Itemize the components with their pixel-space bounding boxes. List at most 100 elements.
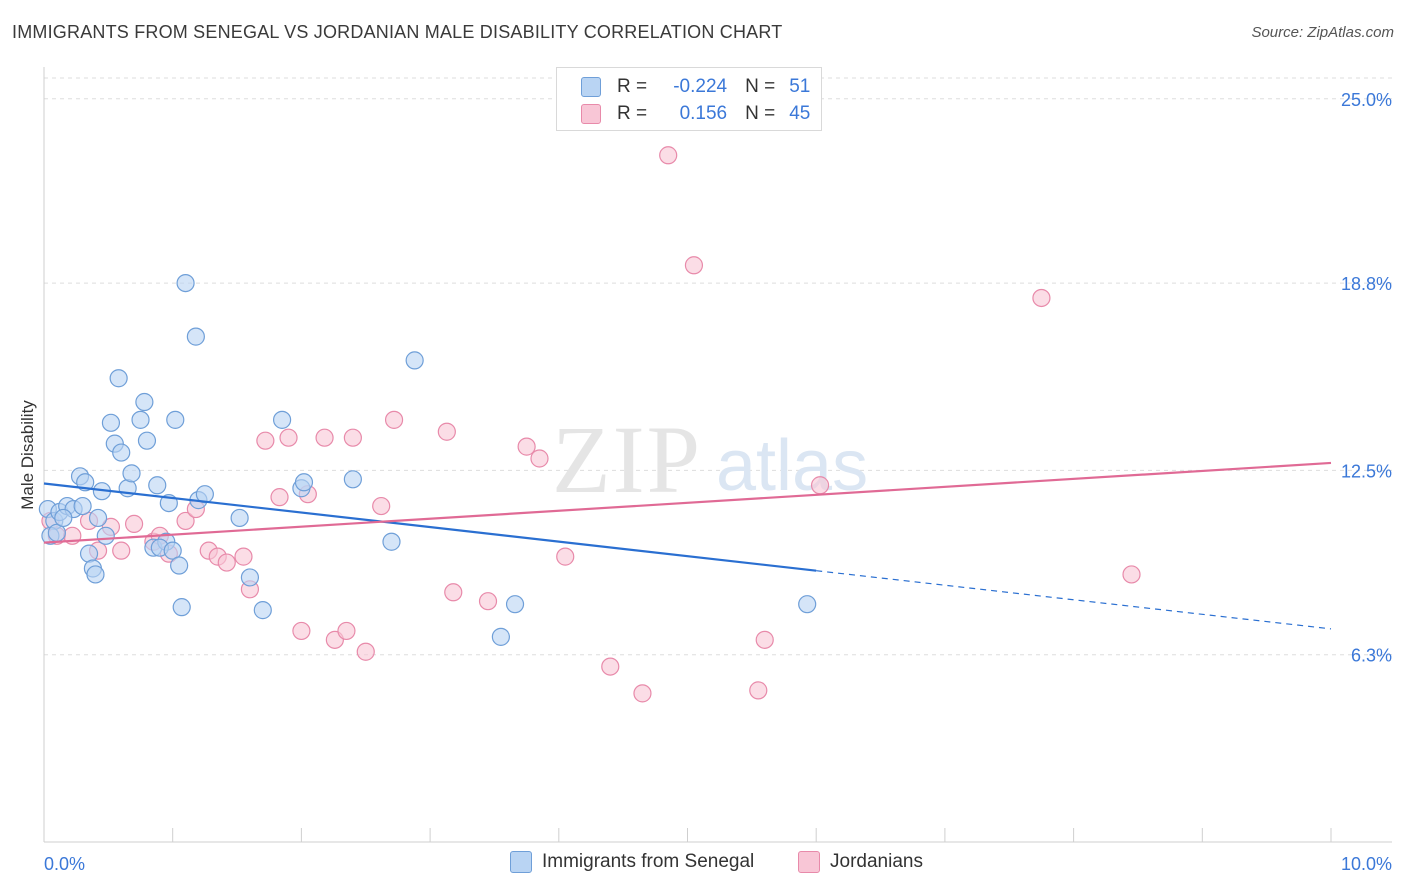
point-jordanians (343, 428, 362, 447)
point-senegal (131, 410, 150, 429)
y-tick-label: 6.3% (1351, 646, 1392, 666)
legend-r-value-jordanians: 0.156 (679, 103, 728, 124)
point-senegal (176, 274, 195, 293)
legend-r-value-senegal: -0.224 (673, 76, 728, 97)
point-senegal (122, 464, 141, 483)
point-jordanians (1122, 565, 1141, 584)
point-senegal (170, 556, 189, 575)
point-jordanians (749, 681, 768, 700)
point-senegal (405, 351, 424, 370)
point-senegal (294, 473, 314, 492)
watermark-zip: ZIP (552, 406, 702, 513)
point-jordanians (112, 541, 131, 560)
legend-n-value-jordanians: 45 (789, 103, 811, 124)
point-jordanians (384, 410, 404, 429)
legend-r-label: R = (617, 103, 648, 124)
point-senegal (186, 327, 205, 346)
bottom-legend: Immigrants from Senegal Jordanians (0, 851, 1406, 879)
point-jordanians (315, 428, 334, 447)
point-senegal (798, 595, 817, 614)
point-jordanians (372, 496, 391, 516)
point-senegal (137, 431, 157, 450)
point-senegal (88, 508, 108, 528)
point-senegal (253, 601, 272, 620)
gridlines (44, 77, 1392, 656)
point-jordanians (124, 514, 144, 534)
chart-title: IMMIGRANTS FROM SENEGAL VS JORDANIAN MAL… (12, 22, 783, 42)
point-jordanians (337, 621, 356, 641)
point-senegal (382, 532, 401, 551)
point-jordanians (478, 592, 498, 611)
bottom-legend-swatch-jordanians (798, 851, 820, 873)
point-senegal (76, 473, 95, 492)
point-senegal (112, 443, 131, 462)
point-jordanians (530, 449, 549, 468)
point-jordanians (517, 437, 536, 456)
y-tick-label: 25.0% (1341, 90, 1392, 110)
point-jordanians (176, 511, 195, 531)
point-senegal (148, 476, 167, 495)
source-label: Source: ZipAtlas.com (1251, 24, 1394, 41)
bottom-legend-swatch-senegal (510, 851, 532, 873)
legend-n-label: N = (745, 103, 776, 124)
point-jordanians (270, 488, 289, 507)
point-senegal (109, 369, 128, 388)
legend-swatch-jordanians (581, 104, 601, 124)
tick-labels: 6.3% 12.5% 18.8% 25.0% 0.0% 10.0% (44, 90, 1392, 874)
legend-r-label: R = (617, 76, 648, 97)
bottom-legend-senegal[interactable]: Immigrants from Senegal (510, 851, 754, 873)
legend-n-value-senegal: 51 (789, 76, 811, 97)
point-jordanians (234, 547, 253, 566)
legend-row-jordanians: R = 0.156 N = 45 (581, 102, 810, 126)
point-jordanians (444, 583, 463, 602)
point-senegal (343, 470, 362, 489)
point-jordanians (659, 146, 678, 165)
point-senegal (240, 568, 260, 587)
trend-lines (43, 461, 1332, 630)
point-senegal (505, 595, 525, 614)
point-senegal (230, 508, 249, 528)
point-senegal (135, 392, 154, 412)
point-senegal (73, 496, 92, 516)
point-jordanians (217, 553, 236, 572)
point-senegal (86, 565, 105, 584)
legend-row-senegal: R = -0.224 N = 51 (581, 75, 810, 99)
correlation-legend: R = -0.224 N = 51 R = 0.156 N = 45 (556, 67, 822, 131)
trend-line-jordanians (43, 461, 1332, 544)
point-jordanians (437, 422, 456, 441)
point-jordanians (755, 630, 774, 649)
x-tick-label: 10.0% (1341, 854, 1392, 874)
point-jordanians (556, 547, 575, 566)
point-senegal (491, 627, 510, 646)
point-jordanians (810, 476, 830, 495)
point-jordanians (1032, 288, 1051, 308)
x-tick-label: 0.0% (44, 854, 85, 874)
point-senegal (101, 413, 121, 432)
legend-swatch-senegal (581, 77, 601, 97)
point-senegal (96, 526, 115, 545)
legend-n-label: N = (745, 76, 776, 97)
point-jordanians (633, 684, 652, 703)
trend-line-senegal (43, 482, 817, 572)
point-jordanians (279, 428, 298, 447)
y-tick-label: 12.5% (1341, 461, 1392, 481)
series-senegal (38, 274, 817, 646)
point-senegal (272, 410, 292, 429)
point-senegal (79, 544, 99, 563)
bottom-legend-jordanians[interactable]: Jordanians (798, 851, 923, 873)
bottom-legend-label-jordanians: Jordanians (830, 851, 923, 872)
point-senegal (172, 598, 191, 617)
series-jordanians (41, 146, 1141, 703)
y-tick-label: 18.8% (1341, 274, 1392, 294)
bottom-legend-label-senegal: Immigrants from Senegal (542, 851, 755, 872)
axes (43, 67, 1392, 843)
point-senegal (166, 410, 185, 429)
trend-line-extension-senegal (816, 570, 1332, 630)
point-jordanians (601, 657, 620, 676)
point-jordanians (256, 431, 275, 450)
point-jordanians (356, 642, 375, 661)
point-jordanians (292, 621, 311, 641)
point-senegal (54, 508, 73, 528)
point-jordanians (684, 256, 704, 275)
